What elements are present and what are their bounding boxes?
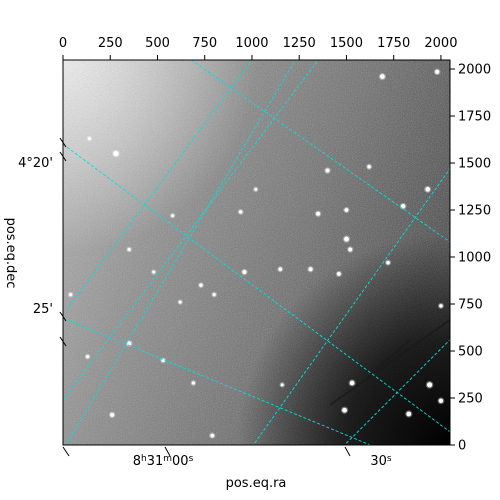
right-tick-label: 2000 (458, 63, 491, 78)
star (325, 168, 330, 173)
ra-tick (164, 446, 171, 457)
star (152, 270, 156, 274)
grid-line (191, 60, 450, 243)
star (210, 433, 215, 438)
star (199, 283, 203, 287)
ra-tick-label-1: 8h31m00s (133, 454, 194, 469)
top-tick-label: 1000 (235, 36, 268, 51)
x-axis-label: pos.eq.ra (226, 476, 287, 491)
star (425, 187, 431, 192)
top-tick-label: 1500 (330, 36, 363, 51)
top-tick-label: 1750 (377, 36, 410, 51)
plot-frame (62, 59, 451, 446)
grid-line (65, 60, 296, 445)
grid-line (252, 168, 450, 445)
star (87, 137, 91, 141)
star (68, 293, 73, 297)
right-tick-label: 500 (458, 345, 483, 360)
star (367, 164, 371, 169)
diffraction-streaks (329, 319, 450, 406)
streak (329, 319, 450, 406)
star (127, 247, 131, 252)
right-tick-label: 1750 (458, 110, 491, 125)
dec-tick-label-2: 25' (33, 302, 53, 317)
streak (374, 339, 411, 371)
dec-ticks: 4°20' 25' (18, 137, 67, 347)
star (344, 236, 349, 242)
right-tick-label: 0 (458, 439, 466, 454)
star (280, 383, 284, 387)
star (435, 69, 440, 74)
dec-tick (59, 336, 67, 347)
star (406, 411, 412, 417)
right-tick-label: 1500 (458, 157, 491, 172)
top-tick-label: 500 (145, 36, 170, 51)
dec-tick (59, 151, 67, 162)
grid-line (63, 143, 450, 433)
right-tick-label: 250 (458, 392, 483, 407)
top-tick-label: 750 (192, 36, 217, 51)
grid-line (66, 60, 253, 310)
dec-tick-label-1: 4°20' (18, 156, 53, 171)
star (386, 260, 390, 265)
star (171, 214, 175, 218)
star (178, 300, 182, 304)
star (308, 267, 313, 272)
right-tick-label: 750 (458, 298, 483, 313)
top-axis-ticks: 0 250 500 750 1000 1250 1500 1750 2000 (59, 36, 457, 60)
image-area (63, 60, 450, 445)
top-tick-label: 2000 (424, 36, 457, 51)
star (238, 210, 243, 214)
star (336, 272, 341, 276)
star (191, 381, 195, 385)
star (242, 270, 247, 275)
dec-tick (59, 137, 67, 148)
star (344, 208, 349, 212)
star (342, 407, 347, 413)
star (348, 247, 353, 252)
y-axis-label: pos.eq.dec (3, 218, 18, 289)
grid-line (343, 339, 450, 445)
dec-tick (59, 311, 67, 322)
star (113, 151, 119, 157)
grid-line (63, 317, 372, 445)
dark-corner (63, 60, 450, 445)
grid-line (63, 60, 319, 401)
top-tick-label: 1250 (283, 36, 316, 51)
coordinate-grid (63, 60, 450, 445)
star (426, 382, 433, 388)
star (438, 398, 444, 404)
right-axis-ticks: 0 250 500 750 1000 1250 1500 1750 2000 (450, 63, 491, 454)
ra-tick (62, 446, 70, 457)
star (212, 293, 216, 297)
top-tick-label: 0 (59, 36, 67, 51)
ra-tick-label-2: 30s (370, 454, 392, 469)
ra-ticks: 8h31m00s 30s (62, 446, 392, 469)
star (349, 380, 355, 386)
right-tick-label: 1000 (458, 251, 491, 266)
star (110, 412, 115, 417)
star (439, 304, 443, 308)
top-tick-label: 250 (98, 36, 123, 51)
star (254, 187, 258, 191)
star (85, 355, 90, 359)
right-tick-label: 1250 (458, 204, 491, 219)
star (400, 204, 406, 209)
star (278, 267, 283, 272)
star (316, 211, 321, 216)
stars-layer (67, 68, 445, 439)
star (379, 74, 385, 79)
ra-tick (344, 446, 351, 457)
